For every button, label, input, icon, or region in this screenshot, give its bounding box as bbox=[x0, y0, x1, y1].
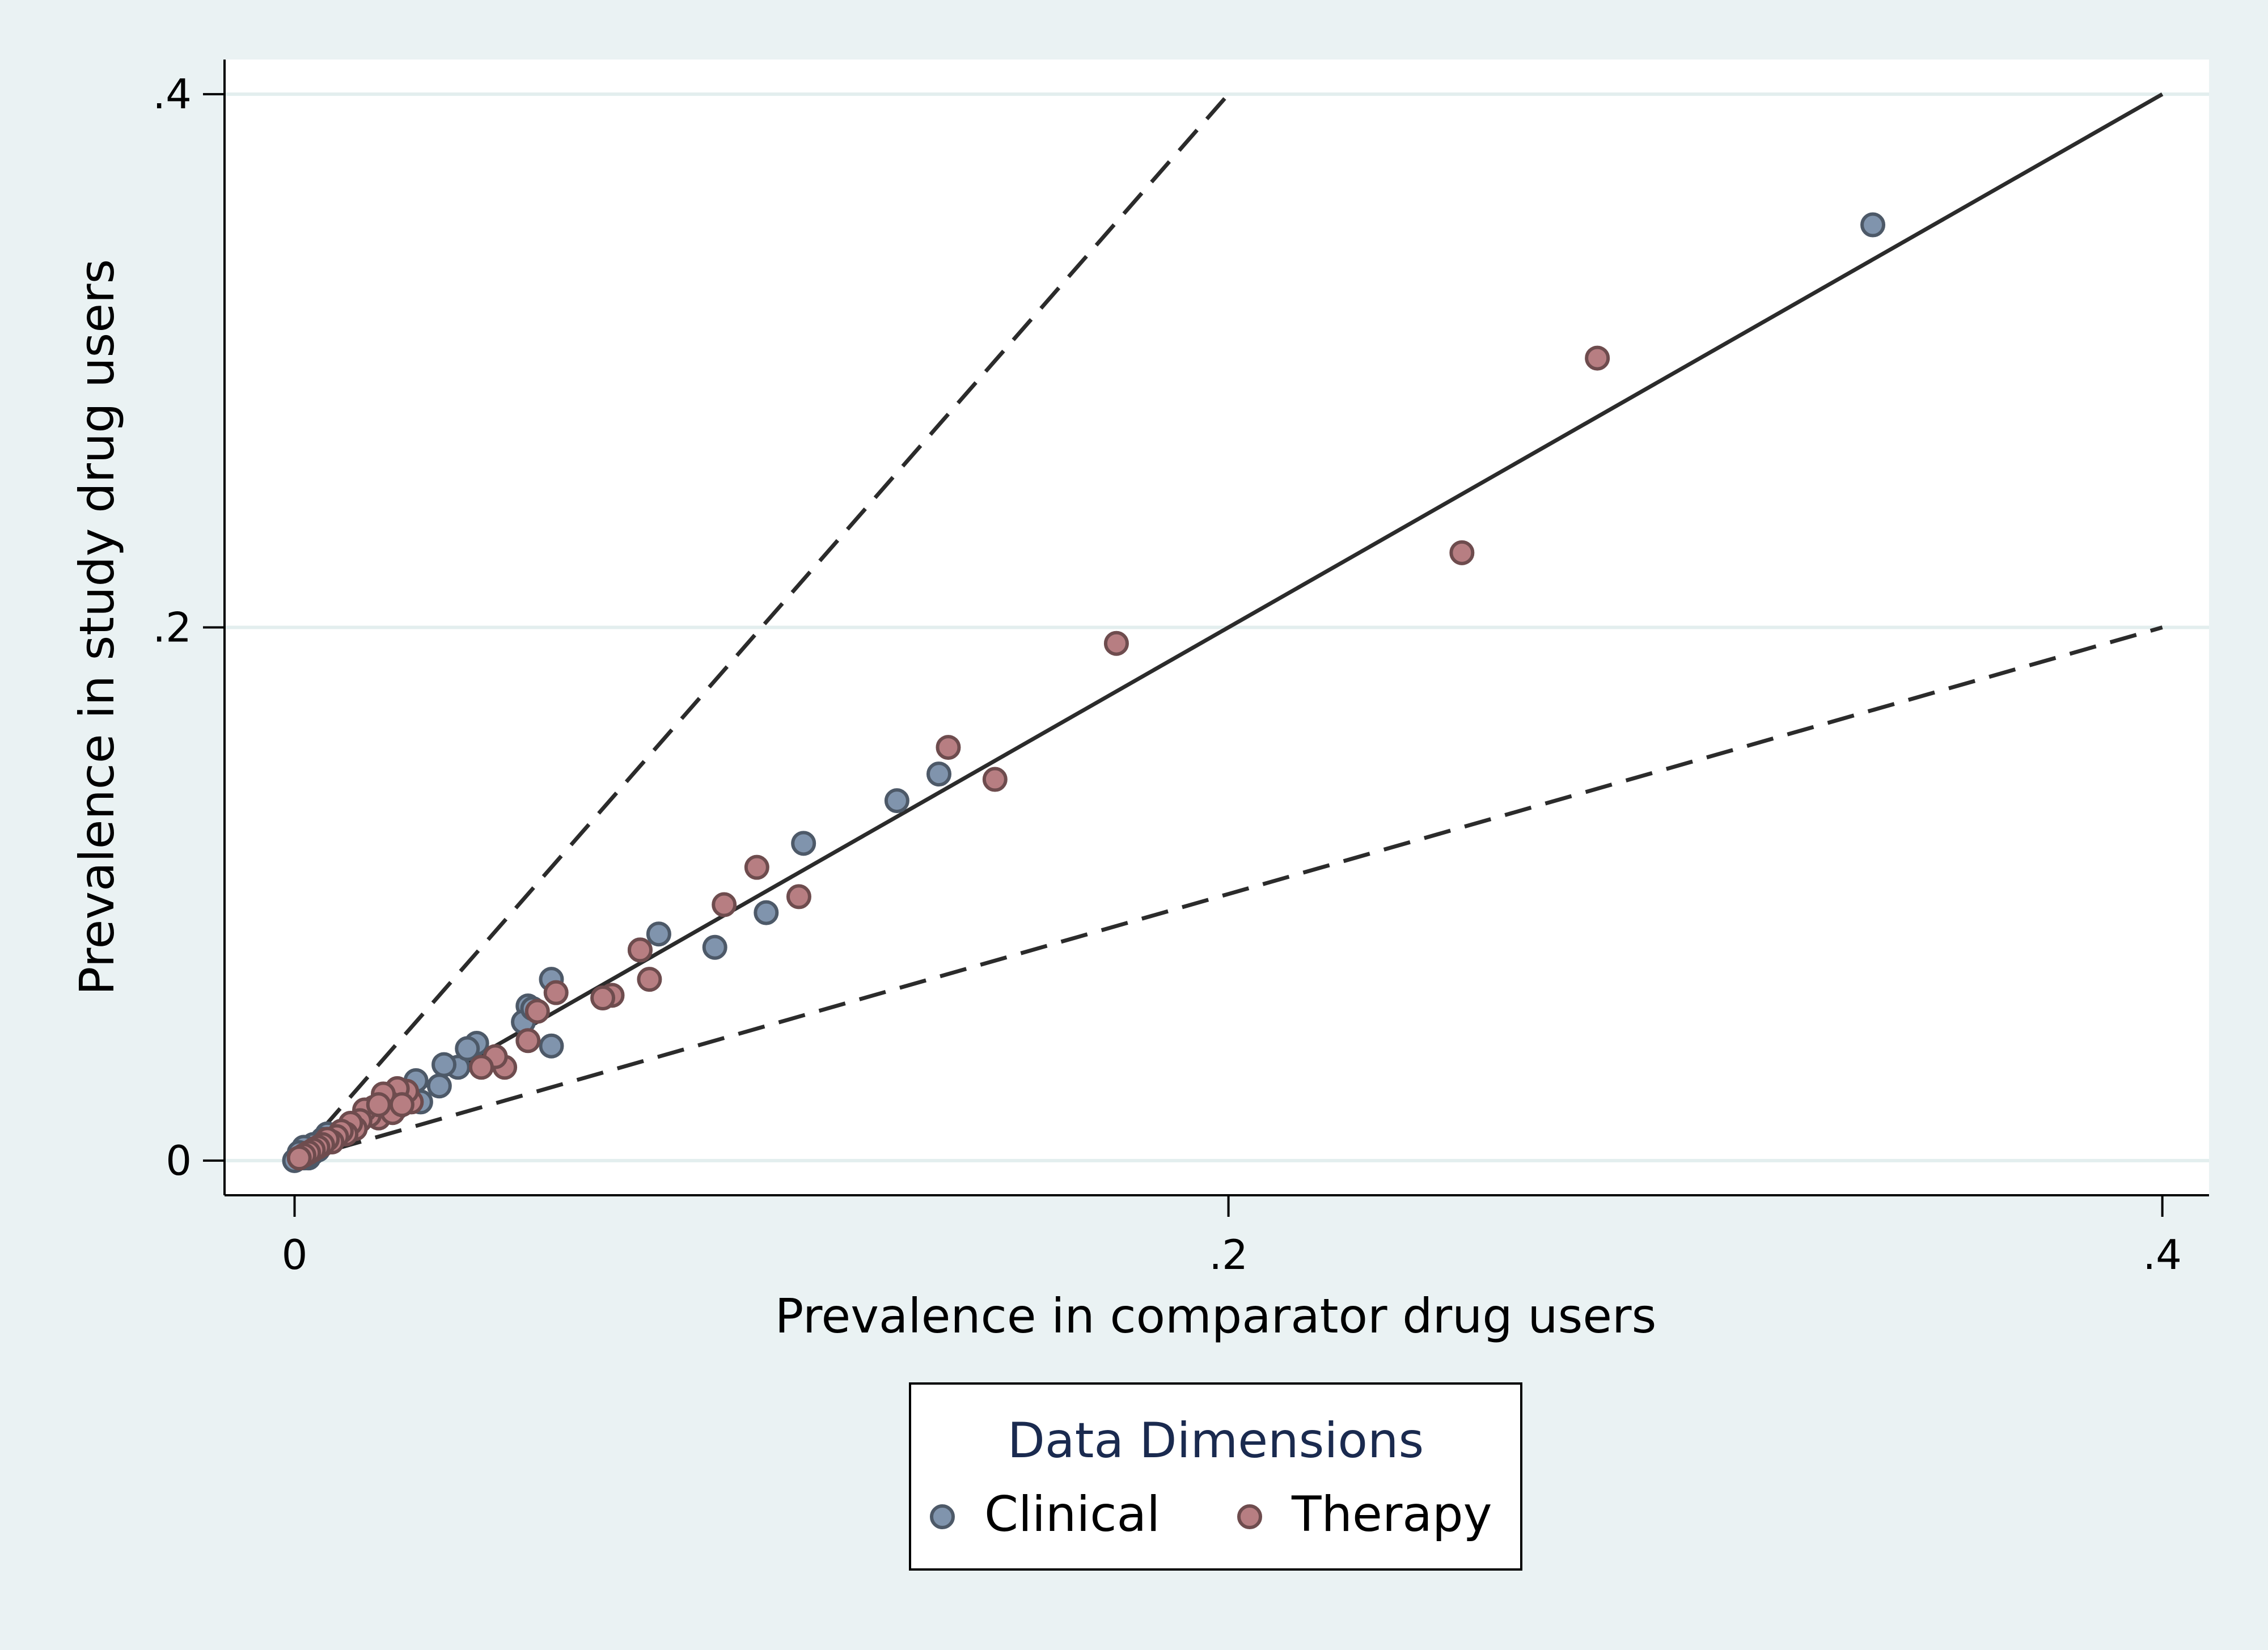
data-point-therapy-13 bbox=[524, 999, 550, 1024]
legend-label-therapy: Therapy bbox=[1291, 1486, 1492, 1543]
data-point-therapy-8 bbox=[637, 967, 662, 992]
legend-label-clinical: Clinical bbox=[984, 1486, 1160, 1543]
data-point-therapy-1 bbox=[1449, 540, 1475, 565]
y-tick-label-0: 0 bbox=[166, 1137, 192, 1184]
data-point-therapy-4 bbox=[936, 735, 961, 760]
data-point-clinical-2 bbox=[884, 788, 909, 814]
x-tick-label-1: .2 bbox=[1209, 1231, 1248, 1279]
data-point-clinical-16 bbox=[431, 1052, 457, 1077]
y-tick-label-2: .4 bbox=[153, 70, 192, 118]
x-axis-title: Prevalence in comparator drug users bbox=[775, 1288, 1657, 1344]
reference-lines bbox=[293, 92, 2164, 1163]
data-point-therapy-41 bbox=[286, 1145, 312, 1171]
data-point-clinical-5 bbox=[702, 934, 727, 960]
data-points bbox=[282, 212, 1886, 1173]
data-point-clinical-15 bbox=[455, 1036, 480, 1061]
data-point-therapy-9 bbox=[627, 937, 653, 963]
data-point-therapy-7 bbox=[712, 892, 737, 917]
data-point-clinical-3 bbox=[791, 831, 816, 856]
data-point-therapy-44 bbox=[366, 1092, 391, 1118]
axis-ticks bbox=[203, 93, 2164, 1217]
grid-lines bbox=[225, 92, 2209, 1162]
data-point-therapy-2 bbox=[1103, 631, 1129, 656]
dashed-reference-line-1 bbox=[293, 92, 1230, 1162]
legend-box bbox=[909, 1382, 1522, 1571]
x-tick-label-0: 0 bbox=[282, 1231, 308, 1279]
data-point-therapy-12 bbox=[543, 980, 569, 1005]
legend-marker-clinical bbox=[930, 1504, 955, 1529]
y-axis-title: Prevalence in study drug users bbox=[69, 259, 125, 996]
y-tick-label-1: .2 bbox=[153, 604, 192, 651]
data-point-therapy-14 bbox=[515, 1028, 541, 1054]
legend-marker-therapy bbox=[1237, 1504, 1262, 1529]
data-point-clinical-17 bbox=[426, 1073, 452, 1099]
tick-labels: 0 .2 .4 0 .2 .4 bbox=[153, 70, 2182, 1279]
legend-title: Data Dimensions bbox=[1008, 1412, 1424, 1469]
data-point-therapy-43 bbox=[389, 1092, 414, 1118]
data-point-clinical-4 bbox=[754, 900, 779, 925]
dashed-reference-line-2 bbox=[294, 625, 2163, 1163]
data-point-clinical-0 bbox=[1860, 212, 1886, 238]
data-point-therapy-17 bbox=[468, 1055, 494, 1080]
x-tick-label-2: .4 bbox=[2143, 1231, 2182, 1279]
data-point-clinical-1 bbox=[926, 761, 951, 787]
data-point-therapy-5 bbox=[786, 884, 811, 909]
data-point-clinical-6 bbox=[646, 921, 671, 947]
data-point-therapy-3 bbox=[982, 767, 1008, 792]
data-point-therapy-11 bbox=[590, 985, 616, 1011]
legend: Data Dimensions Clinical Therapy bbox=[909, 1382, 1522, 1571]
data-point-therapy-0 bbox=[1585, 345, 1610, 371]
data-point-therapy-6 bbox=[744, 854, 769, 880]
data-point-clinical-9 bbox=[539, 1033, 564, 1059]
identity-line-0 bbox=[293, 92, 2164, 1162]
